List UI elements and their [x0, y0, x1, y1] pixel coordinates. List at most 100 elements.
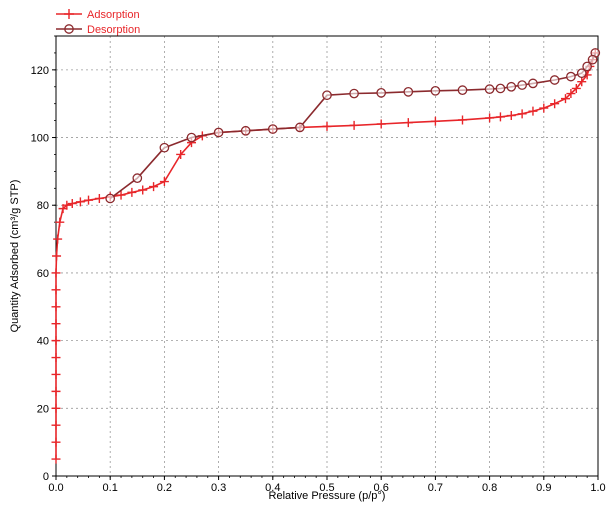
adsorption-point — [62, 200, 72, 210]
adsorption-point — [577, 77, 587, 87]
adsorption-point — [84, 195, 94, 205]
adsorption-point — [52, 251, 62, 261]
y-tick-label: 40 — [37, 336, 49, 348]
desorption-point — [528, 78, 538, 89]
adsorption-point — [51, 353, 61, 363]
desorption-point — [582, 61, 593, 72]
desorption-point — [105, 193, 116, 204]
adsorption-point — [566, 89, 576, 99]
y-axis: 0 20 40 60 80 100 120 — [31, 35, 56, 483]
adsorption-point — [495, 112, 505, 122]
desorption-point — [495, 83, 506, 94]
legend-desorption-label: Desorption — [87, 24, 140, 36]
adsorption-point — [51, 336, 61, 346]
adsorption-point — [550, 99, 560, 109]
desorption-point — [403, 86, 414, 97]
x-axis: 0.0 0.1 0.2 0.3 0.4 0.5 0.6 0.7 0.8 0.9 1.0 — [48, 476, 606, 494]
desorption-point — [517, 80, 527, 90]
desorption-series — [105, 48, 601, 204]
adsorption-point — [149, 182, 159, 192]
desorption-point — [132, 173, 143, 184]
adsorption-point — [349, 120, 359, 130]
legend-adsorption-marker — [64, 9, 74, 19]
desorption-point — [506, 81, 517, 92]
y-tick-label: 120 — [31, 65, 49, 77]
adsorption-point — [116, 190, 126, 200]
adsorption-point — [506, 111, 516, 121]
adsorption-point — [51, 437, 61, 447]
x-tick-label: 0.6 — [374, 482, 389, 494]
grid — [56, 36, 598, 476]
adsorption-point — [51, 285, 61, 295]
y-tick-label: 80 — [37, 200, 49, 212]
desorption-point — [430, 85, 441, 96]
x-tick-label: 0.9 — [536, 482, 551, 494]
desorption-point — [484, 84, 495, 94]
y-tick-label: 60 — [37, 268, 49, 280]
adsorption-point — [176, 149, 186, 159]
desorption-point — [159, 142, 170, 153]
legend-item-adsorption: Adsorption — [56, 9, 140, 21]
x-tick-label: 1.0 — [590, 482, 605, 494]
adsorption-point — [94, 193, 104, 203]
legend-desorption-marker — [64, 24, 74, 34]
series — [51, 48, 601, 464]
adsorption-point — [376, 119, 386, 129]
adsorption-point — [560, 94, 570, 104]
y-axis-title: Quantity Adsorbed (cm³/g STP) — [9, 180, 21, 333]
x-tick-label: 0.1 — [103, 482, 118, 494]
desorption-point — [267, 124, 278, 134]
adsorption-point — [51, 454, 61, 464]
desorption-point — [349, 88, 359, 99]
desorption-point — [549, 75, 560, 85]
adsorption-point — [67, 199, 77, 209]
adsorption-point — [403, 118, 413, 128]
adsorption-point — [53, 234, 63, 244]
adsorption-point — [322, 121, 332, 131]
x-tick-label: 0.4 — [265, 482, 280, 494]
legend: Adsorption Desorption — [56, 9, 140, 36]
x-axis-title: Relative Pressure (p/p°) — [269, 490, 386, 502]
legend-adsorption-label: Adsorption — [87, 9, 140, 21]
x-tick-label: 0.0 — [48, 482, 63, 494]
y-tick-label: 0 — [43, 471, 49, 483]
adsorption-point — [51, 319, 61, 329]
desorption-point — [457, 85, 468, 96]
y-tick-label: 100 — [31, 133, 49, 145]
desorption-point — [587, 54, 598, 65]
y-tick-label: 20 — [37, 403, 49, 415]
adsorption-point — [430, 116, 440, 126]
adsorption-point — [528, 106, 538, 116]
desorption-point — [576, 68, 587, 79]
adsorption-point — [51, 268, 61, 278]
adsorption-point — [51, 302, 61, 312]
adsorption-point — [75, 197, 85, 207]
adsorption-point — [458, 115, 467, 125]
x-tick-label: 0.5 — [319, 482, 334, 494]
legend-item-desorption: Desorption — [56, 24, 140, 36]
adsorption-point — [51, 403, 61, 413]
x-tick-label: 0.8 — [482, 482, 497, 494]
desorption-point — [186, 132, 197, 143]
desorption-point — [240, 125, 251, 136]
adsorption-point — [485, 113, 495, 123]
adsorption-point — [159, 177, 169, 187]
adsorption-point — [55, 217, 65, 227]
adsorption-point — [51, 369, 61, 379]
x-tick-label: 0.7 — [428, 482, 443, 494]
desorption-point — [213, 127, 224, 138]
adsorption-point — [517, 109, 527, 119]
adsorption-point — [539, 103, 549, 113]
adsorption-point — [51, 386, 61, 396]
adsorption-point — [127, 187, 137, 197]
adsorption-point — [138, 185, 148, 195]
desorption-point — [322, 90, 332, 101]
desorption-point — [376, 88, 387, 98]
adsorption-point — [571, 83, 581, 93]
adsorption-series — [51, 48, 600, 464]
desorption-point — [295, 122, 305, 133]
desorption-point — [566, 71, 576, 82]
adsorption-point — [51, 420, 61, 430]
x-tick-label: 0.2 — [157, 482, 172, 494]
